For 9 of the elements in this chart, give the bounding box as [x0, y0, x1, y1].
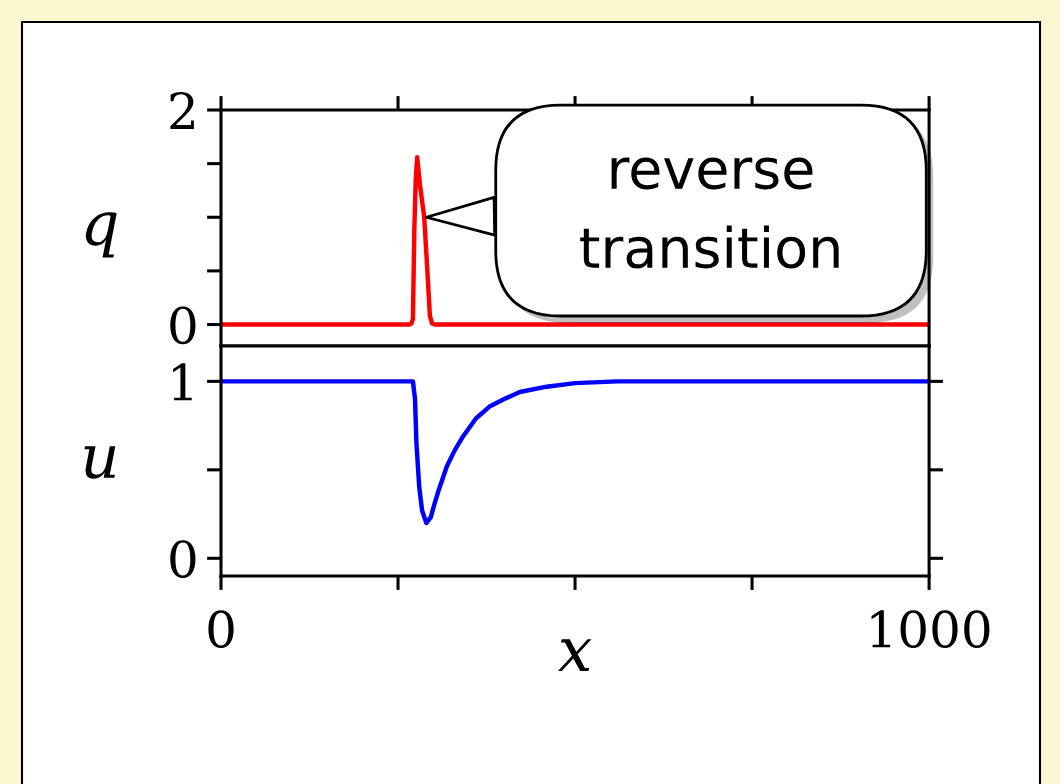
- y-tick-label: 0: [170, 540, 196, 579]
- y-tick-label: 1: [173, 363, 192, 401]
- x-tick-label: 1000: [871, 610, 990, 649]
- y-tick-label: 0: [170, 306, 196, 345]
- annotation: reverse transition: [580, 157, 839, 269]
- y-axis-title: q: [85, 212, 117, 258]
- y-axis-title: u: [84, 446, 116, 479]
- y-tick-label: 2: [170, 91, 194, 129]
- x-axis-title: x: [558, 639, 592, 672]
